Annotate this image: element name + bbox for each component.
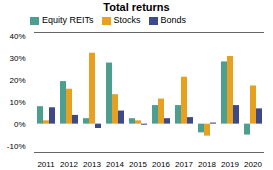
svg-text:2013: 2013 bbox=[83, 160, 101, 168]
svg-text:2015: 2015 bbox=[129, 160, 147, 168]
svg-text:2011: 2011 bbox=[37, 160, 55, 168]
html-text:Bonds: Bonds bbox=[160, 15, 187, 25]
svg-text:2016: 2016 bbox=[152, 160, 170, 168]
svg-text:2012: 2012 bbox=[60, 160, 78, 168]
svg-text:2018: 2018 bbox=[198, 160, 216, 168]
svg-text:2014: 2014 bbox=[106, 160, 124, 168]
html-text:Stocks: Stocks bbox=[113, 15, 141, 25]
html-text:Total returns: Total returns bbox=[103, 1, 170, 13]
svg-text:0%: 0% bbox=[14, 120, 26, 129]
svg-text:2017: 2017 bbox=[175, 160, 193, 168]
svg-text:-10%: -10% bbox=[7, 142, 26, 151]
svg-text:2020: 2020 bbox=[244, 160, 262, 168]
svg-text:30%: 30% bbox=[9, 54, 25, 63]
svg-text:10%: 10% bbox=[9, 98, 25, 107]
html-text:Equity REITs: Equity REITs bbox=[42, 15, 94, 25]
svg-text:40%: 40% bbox=[9, 32, 25, 41]
svg-text:2019: 2019 bbox=[221, 160, 239, 168]
svg-text:20%: 20% bbox=[9, 76, 25, 85]
